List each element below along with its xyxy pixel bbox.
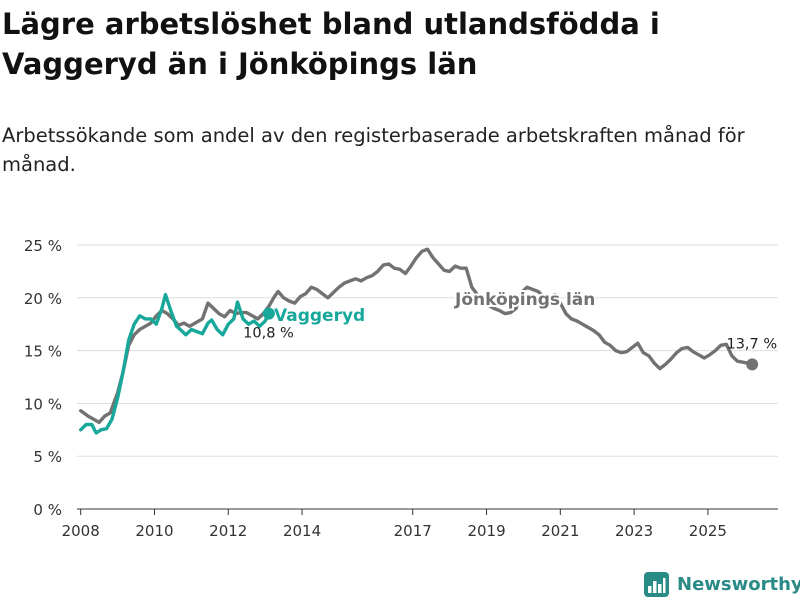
y-tick-label: 25 % xyxy=(24,237,62,255)
newsworthy-brand: Newsworthy xyxy=(644,570,800,598)
series-line-jonkopings-lan xyxy=(79,247,754,425)
y-tick-label: 5 % xyxy=(33,448,62,466)
y-tick-label: 10 % xyxy=(24,395,62,413)
y-tick-label: 15 % xyxy=(24,343,62,361)
x-tick-label: 2023 xyxy=(615,522,653,540)
y-tick-label: 0 % xyxy=(33,501,62,519)
series-endpoint-vaggeryd xyxy=(262,307,275,320)
x-tick-label: 2025 xyxy=(689,522,727,540)
x-tick-label: 2008 xyxy=(62,522,100,540)
chart-subtitle: Arbetssökande som andel av den registerb… xyxy=(2,124,745,176)
x-tick-label: 2012 xyxy=(209,522,247,540)
x-tick-label: 2019 xyxy=(467,522,505,540)
series-line-vaggeryd xyxy=(79,292,271,435)
brand-name: Newsworthy xyxy=(677,573,800,595)
series-endpoint-jonkopings-lan xyxy=(746,358,759,371)
end-value-jonkopings-lan: 13,7 % xyxy=(726,336,777,352)
series-label-jonkopings-lan: Jönköpings län xyxy=(454,290,595,310)
newsworthy-logo-icon xyxy=(644,571,669,597)
x-tick-label: 2021 xyxy=(541,522,579,540)
end-value-vaggeryd: 10,8 % xyxy=(243,326,294,342)
x-tick-label: 2010 xyxy=(135,522,173,540)
y-tick-label: 20 % xyxy=(24,290,62,308)
x-tick-label: 2017 xyxy=(394,522,432,540)
series-label-vaggeryd: Vaggeryd xyxy=(274,306,365,326)
chart-title: Lägre arbetslöshet bland utlandsfödda i … xyxy=(2,7,660,81)
x-tick-label: 2014 xyxy=(283,522,321,540)
